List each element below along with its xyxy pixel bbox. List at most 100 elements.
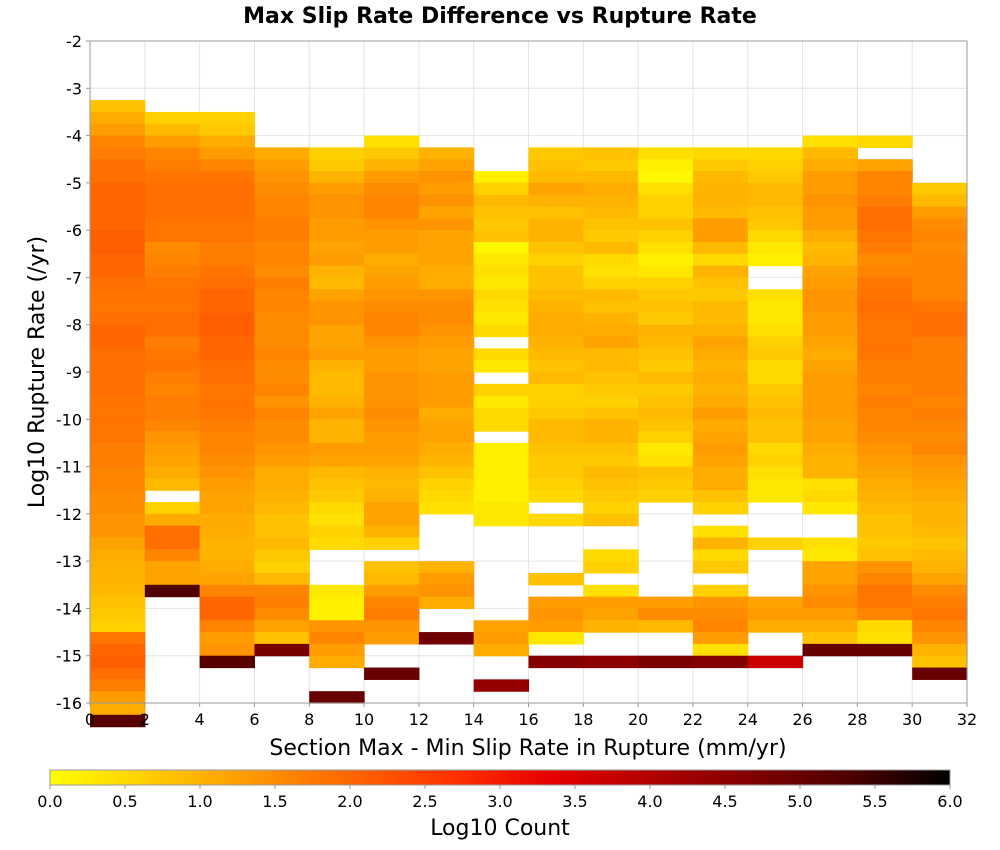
heatmap-cell [199, 265, 256, 279]
heatmap-cell [692, 277, 749, 290]
heatmap-cell [528, 301, 584, 314]
heatmap-cell [144, 182, 201, 196]
heatmap-cell [254, 301, 310, 314]
heatmap-cell [199, 608, 256, 621]
heatmap-cell [199, 620, 256, 633]
heatmap-cell [418, 419, 475, 432]
heatmap-cell [199, 336, 256, 349]
heatmap-cell [90, 123, 146, 137]
heatmap-cell [199, 372, 256, 385]
heatmap-cell [473, 312, 530, 326]
heatmap-cell [638, 206, 694, 219]
x-tick-label: 30 [902, 710, 922, 729]
heatmap-cell [418, 194, 475, 208]
heatmap-cell [144, 561, 201, 574]
colorbar-label: Log10 Count [430, 816, 570, 841]
heatmap-cell [912, 372, 968, 385]
heatmap-cell [528, 348, 584, 361]
heatmap-cell [144, 442, 201, 456]
heatmap-cell [638, 312, 694, 326]
heatmap-cell [692, 289, 749, 302]
x-tick-label: 28 [847, 710, 867, 729]
heatmap-cell [90, 407, 146, 420]
heatmap-cell [90, 100, 146, 113]
heatmap-cell [199, 572, 256, 586]
heatmap-cell [638, 596, 694, 610]
heatmap-cell [747, 289, 804, 302]
heatmap-cell [747, 348, 804, 361]
heatmap-cell [583, 478, 639, 491]
heatmap-cell [638, 419, 694, 432]
heatmap-cell [90, 525, 146, 539]
heatmap-cell [638, 171, 694, 184]
heatmap-cell [802, 171, 858, 184]
heatmap-cell [692, 171, 749, 184]
heatmap-cell [473, 230, 530, 243]
heatmap-cell [364, 289, 420, 302]
heatmap-cell [418, 407, 475, 420]
heatmap-cell [364, 324, 420, 338]
x-axis-ticks: 0 2 4 6 8 10 12 14 16 18 20 22 24 26 28 30 32 [85, 703, 977, 729]
heatmap-cell [583, 324, 639, 338]
heatmap-cell [802, 312, 858, 326]
x-tick-label: 12 [409, 710, 429, 729]
heatmap-cell [802, 478, 858, 491]
heatmap-cell [364, 442, 420, 456]
heatmap-cell [528, 277, 584, 290]
heatmap-cell [857, 206, 913, 219]
heatmap-cell [528, 655, 584, 669]
x-tick-label: 10 [354, 710, 374, 729]
heatmap-cell [857, 561, 913, 574]
heatmap-cell [254, 502, 310, 515]
heatmap-cell [364, 348, 420, 361]
heatmap-cell [254, 419, 310, 432]
heatmap-cell [473, 419, 530, 432]
heatmap-cell [309, 312, 365, 326]
heatmap-cell [638, 431, 694, 444]
heatmap-cell [692, 324, 749, 338]
heatmap-cell [692, 419, 749, 432]
heatmap-cell [583, 395, 639, 409]
heatmap-cell [309, 182, 365, 196]
heatmap-cell [90, 372, 146, 385]
heatmap-cell [309, 372, 365, 385]
heatmap-cell [254, 442, 310, 456]
heatmap-cell [857, 265, 913, 279]
heatmap-cell [802, 561, 858, 574]
heatmap-cell [364, 620, 420, 633]
heatmap-cell [90, 230, 146, 243]
heatmap-cell [528, 324, 584, 338]
heatmap-cell [692, 159, 749, 172]
heatmap-cell [90, 395, 146, 409]
heatmap-cell [364, 478, 420, 491]
heatmap-cell [144, 289, 201, 302]
heatmap-cell [90, 324, 146, 338]
heatmap-cell [199, 218, 256, 231]
x-tick-label: 2 [140, 710, 150, 729]
heatmap-cell [912, 466, 968, 479]
heatmap-cell [364, 182, 420, 196]
colorbar-tick-label: 2.5 [412, 792, 437, 811]
heatmap-cell [473, 632, 530, 645]
heatmap-cell [638, 324, 694, 338]
heatmap-cell [364, 336, 420, 349]
heatmap-cell [692, 407, 749, 420]
heatmap-cell [802, 241, 858, 255]
x-tick-label: 20 [628, 710, 648, 729]
heatmap-cell [747, 147, 804, 160]
heatmap-cell [857, 230, 913, 243]
heatmap-cell [144, 135, 201, 148]
heatmap-cell [802, 206, 858, 219]
heatmap-cell [912, 194, 968, 208]
heatmap-cell [528, 147, 584, 160]
heatmap-cell [199, 596, 256, 610]
heatmap-cell [912, 490, 968, 503]
heatmap-cell [90, 584, 146, 598]
heatmap-cell [309, 502, 365, 515]
heatmap-cell [254, 230, 310, 243]
heatmap-cell [583, 301, 639, 314]
heatmap-cell [199, 171, 256, 184]
heatmap-cell [747, 241, 804, 255]
heatmap-cell [747, 490, 804, 503]
heatmap-cell [802, 549, 858, 562]
